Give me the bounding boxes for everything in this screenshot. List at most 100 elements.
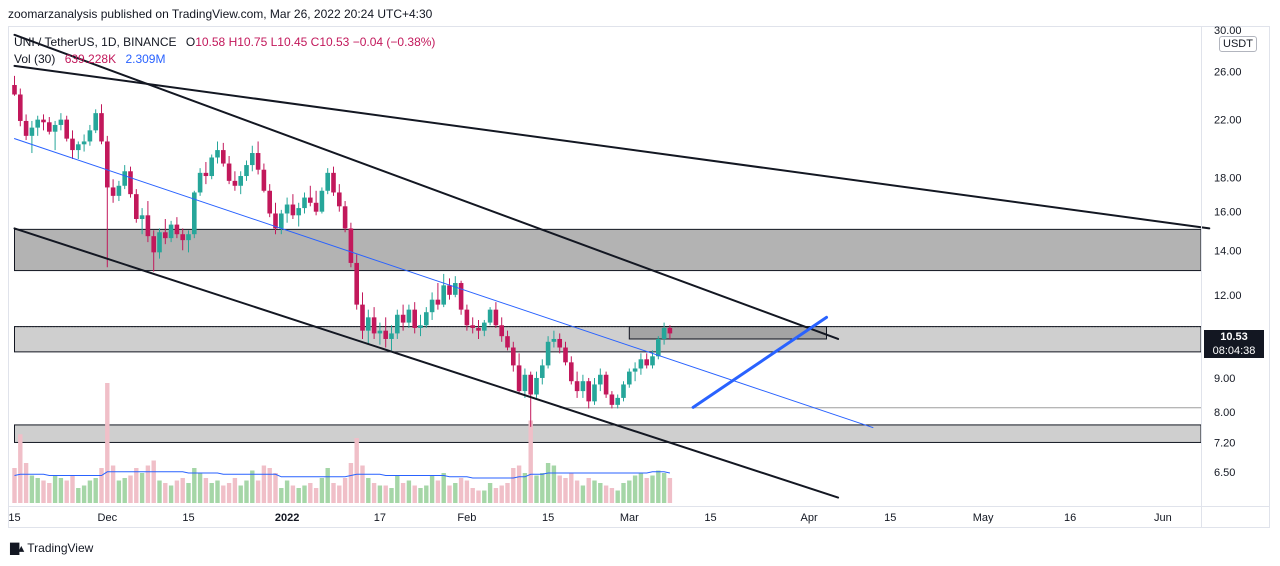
candle-body (255, 153, 261, 170)
volume-bar (157, 480, 162, 503)
candle-body (650, 356, 655, 366)
time-tick-label: Dec (98, 512, 118, 524)
candle-body (522, 374, 528, 392)
volume-bar (574, 480, 580, 503)
volume-bar (609, 488, 615, 503)
volume-bar (41, 480, 46, 503)
volume-bar (279, 488, 284, 503)
symbol-legend[interactable]: UNI / TetherUS, 1D, BINANCE O10.58 H10.7… (14, 35, 435, 49)
volume-layer (12, 383, 673, 503)
candle-body (476, 327, 481, 331)
candle-body (139, 215, 145, 219)
trendlines-layer (13, 33, 1211, 499)
candle-body (273, 213, 278, 229)
volume-bar (418, 488, 423, 503)
candle-body (313, 202, 319, 212)
volume-bar (371, 483, 377, 503)
volume-bar (621, 483, 626, 503)
tradingview-logo[interactable]: ▇▴ TradingView (10, 541, 93, 555)
candle-body (569, 362, 574, 382)
volume-bar (551, 465, 557, 503)
candle-body (151, 236, 156, 253)
volume-bar (470, 488, 475, 503)
candle-body (122, 171, 127, 186)
volume-bar (563, 478, 568, 503)
candle-body (238, 176, 243, 186)
ohlc-high: H10.75 (228, 35, 268, 49)
volume-bar (244, 480, 249, 503)
candle-body (400, 314, 406, 323)
volume-bar (168, 485, 174, 503)
upper-channel-line (13, 33, 840, 340)
volume-bar (290, 485, 296, 503)
candle-body (221, 150, 226, 164)
candle-body (586, 381, 591, 402)
volume-bar (209, 483, 214, 503)
volume-bar (569, 473, 574, 503)
candle-body (70, 138, 75, 151)
candle-body (342, 206, 348, 229)
currency-unit-button[interactable]: USDT (1219, 36, 1257, 52)
volume-bar (145, 465, 151, 503)
time-tick-label: May (973, 512, 994, 524)
tradingview-logo-icon: ▇▴ (10, 541, 24, 555)
candle-body (319, 190, 325, 212)
candle-body (470, 325, 475, 328)
volume-bar (644, 478, 649, 503)
volume-bar (354, 438, 359, 503)
volume-bar (128, 475, 133, 503)
candle-body (337, 192, 342, 207)
volume-bar (424, 485, 429, 503)
volume-bar (186, 483, 191, 503)
candle-body (667, 327, 673, 334)
candle-body (186, 234, 191, 241)
volume-bar (261, 465, 267, 503)
candle-body (284, 204, 290, 214)
candle-body (267, 190, 272, 214)
price-tick-label: 8.00 (1214, 407, 1235, 419)
time-tick-label: Mar (620, 512, 639, 524)
zones-layer (14, 228, 1202, 443)
candle-body (609, 394, 615, 405)
volume-bar (93, 478, 98, 503)
volume-legend[interactable]: Vol (30) 639.228K 2.309M (14, 52, 165, 66)
candle-body (580, 381, 586, 392)
candle-body (110, 187, 116, 196)
volume-bar (64, 480, 69, 503)
volume-bar (638, 473, 644, 503)
candle-body (429, 299, 435, 313)
candle-body (209, 157, 214, 177)
last-price-tag: 10.53 08:04:38 (1204, 330, 1264, 358)
volume-bar (52, 475, 58, 503)
volume-label: Vol (30) (14, 52, 56, 66)
price-tick-label: 30.00 (1214, 25, 1242, 37)
publisher-line: zoomarzanalysis published on TradingView… (8, 7, 433, 21)
volume-bar (163, 483, 168, 503)
volume-bar (116, 480, 122, 503)
candle-body (464, 309, 470, 326)
volume-bar (87, 480, 93, 503)
time-tick-label: 16 (1064, 512, 1076, 524)
volume-bar (296, 488, 301, 503)
candle-body (418, 325, 423, 328)
volume-bar (232, 478, 238, 503)
candle-body (499, 325, 504, 337)
axes-layer: 30.00 26.00 22.00 18.00 16.00 14.00 12.00 9.00 8… (8, 25, 1270, 528)
lower-support-zone (14, 424, 1202, 443)
volume-bar (99, 468, 104, 503)
volume-bar (592, 480, 597, 503)
candle-body (482, 322, 487, 331)
volume-bar (302, 485, 307, 503)
time-tick-label: 2022 (275, 512, 299, 524)
volume-bar (58, 478, 64, 503)
candle-body (35, 119, 40, 128)
volume-bar (308, 483, 313, 503)
volume-bar (632, 475, 638, 503)
volume-bar (540, 473, 545, 503)
volume-bar (348, 463, 354, 503)
candle-body (64, 119, 69, 139)
candle-body (47, 122, 52, 132)
time-tick-label: Apr (801, 512, 818, 524)
volume-bar (215, 480, 220, 503)
